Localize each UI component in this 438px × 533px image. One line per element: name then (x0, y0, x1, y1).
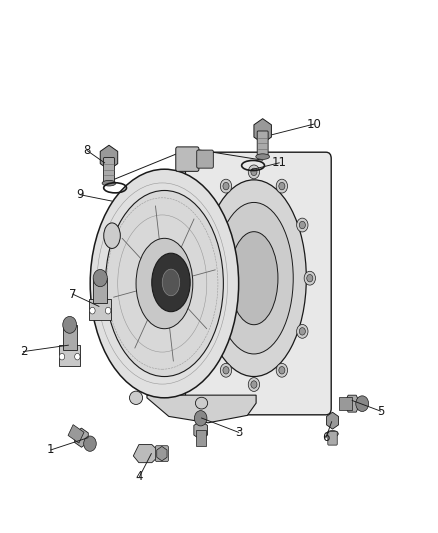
Circle shape (356, 396, 369, 411)
Circle shape (279, 182, 285, 190)
Circle shape (202, 221, 208, 229)
Polygon shape (93, 278, 107, 303)
Polygon shape (133, 445, 157, 463)
FancyBboxPatch shape (328, 431, 337, 445)
Ellipse shape (130, 391, 143, 405)
Circle shape (90, 308, 95, 314)
Polygon shape (68, 425, 84, 443)
Circle shape (248, 165, 260, 179)
Circle shape (200, 325, 211, 338)
Polygon shape (194, 421, 208, 440)
Circle shape (297, 325, 308, 338)
FancyBboxPatch shape (103, 158, 114, 182)
Circle shape (194, 410, 207, 426)
Circle shape (220, 364, 232, 377)
Circle shape (195, 274, 201, 282)
Text: 3: 3 (235, 426, 242, 439)
Ellipse shape (162, 269, 180, 296)
FancyBboxPatch shape (176, 147, 199, 171)
Polygon shape (147, 395, 256, 423)
Circle shape (200, 218, 211, 232)
Polygon shape (59, 345, 81, 366)
Circle shape (299, 328, 305, 335)
Circle shape (223, 182, 229, 190)
Polygon shape (344, 395, 360, 412)
Ellipse shape (104, 223, 120, 248)
Polygon shape (74, 428, 88, 447)
FancyBboxPatch shape (185, 152, 331, 415)
FancyBboxPatch shape (257, 131, 268, 156)
Circle shape (304, 271, 315, 285)
Circle shape (276, 364, 288, 377)
Text: 2: 2 (20, 345, 27, 358)
Ellipse shape (201, 180, 306, 376)
Circle shape (74, 353, 80, 360)
Circle shape (299, 221, 305, 229)
Text: 11: 11 (272, 156, 287, 169)
Circle shape (248, 377, 260, 391)
Ellipse shape (102, 180, 116, 186)
Ellipse shape (106, 190, 223, 376)
Circle shape (59, 353, 65, 360)
Circle shape (220, 179, 232, 193)
Text: 6: 6 (322, 431, 330, 444)
Ellipse shape (230, 232, 278, 325)
Circle shape (223, 367, 229, 374)
FancyBboxPatch shape (197, 150, 213, 168)
Circle shape (307, 274, 313, 282)
Text: 4: 4 (136, 470, 143, 483)
Circle shape (202, 328, 208, 335)
Ellipse shape (195, 397, 208, 409)
Text: 1: 1 (47, 443, 55, 456)
Ellipse shape (327, 431, 338, 437)
Polygon shape (157, 447, 167, 461)
Text: 5: 5 (377, 405, 384, 417)
Text: 8: 8 (84, 144, 91, 157)
Circle shape (251, 168, 257, 175)
Ellipse shape (136, 238, 193, 329)
Polygon shape (100, 145, 118, 170)
FancyBboxPatch shape (155, 446, 168, 462)
Circle shape (84, 436, 96, 451)
Ellipse shape (155, 262, 183, 305)
Circle shape (106, 308, 111, 314)
Polygon shape (327, 412, 339, 429)
Polygon shape (63, 325, 77, 350)
Polygon shape (89, 298, 111, 320)
Circle shape (279, 367, 285, 374)
Circle shape (251, 381, 257, 388)
Ellipse shape (256, 154, 269, 159)
Polygon shape (339, 397, 352, 410)
Circle shape (276, 179, 288, 193)
Circle shape (192, 271, 204, 285)
Ellipse shape (93, 296, 107, 319)
Text: 10: 10 (307, 118, 321, 131)
Ellipse shape (90, 169, 239, 398)
Circle shape (297, 218, 308, 232)
Circle shape (93, 270, 107, 287)
Circle shape (63, 317, 77, 333)
Ellipse shape (215, 203, 293, 354)
Ellipse shape (152, 253, 190, 312)
Polygon shape (254, 119, 272, 143)
Text: 9: 9 (76, 188, 84, 201)
Polygon shape (195, 430, 206, 446)
Text: 7: 7 (69, 288, 77, 301)
